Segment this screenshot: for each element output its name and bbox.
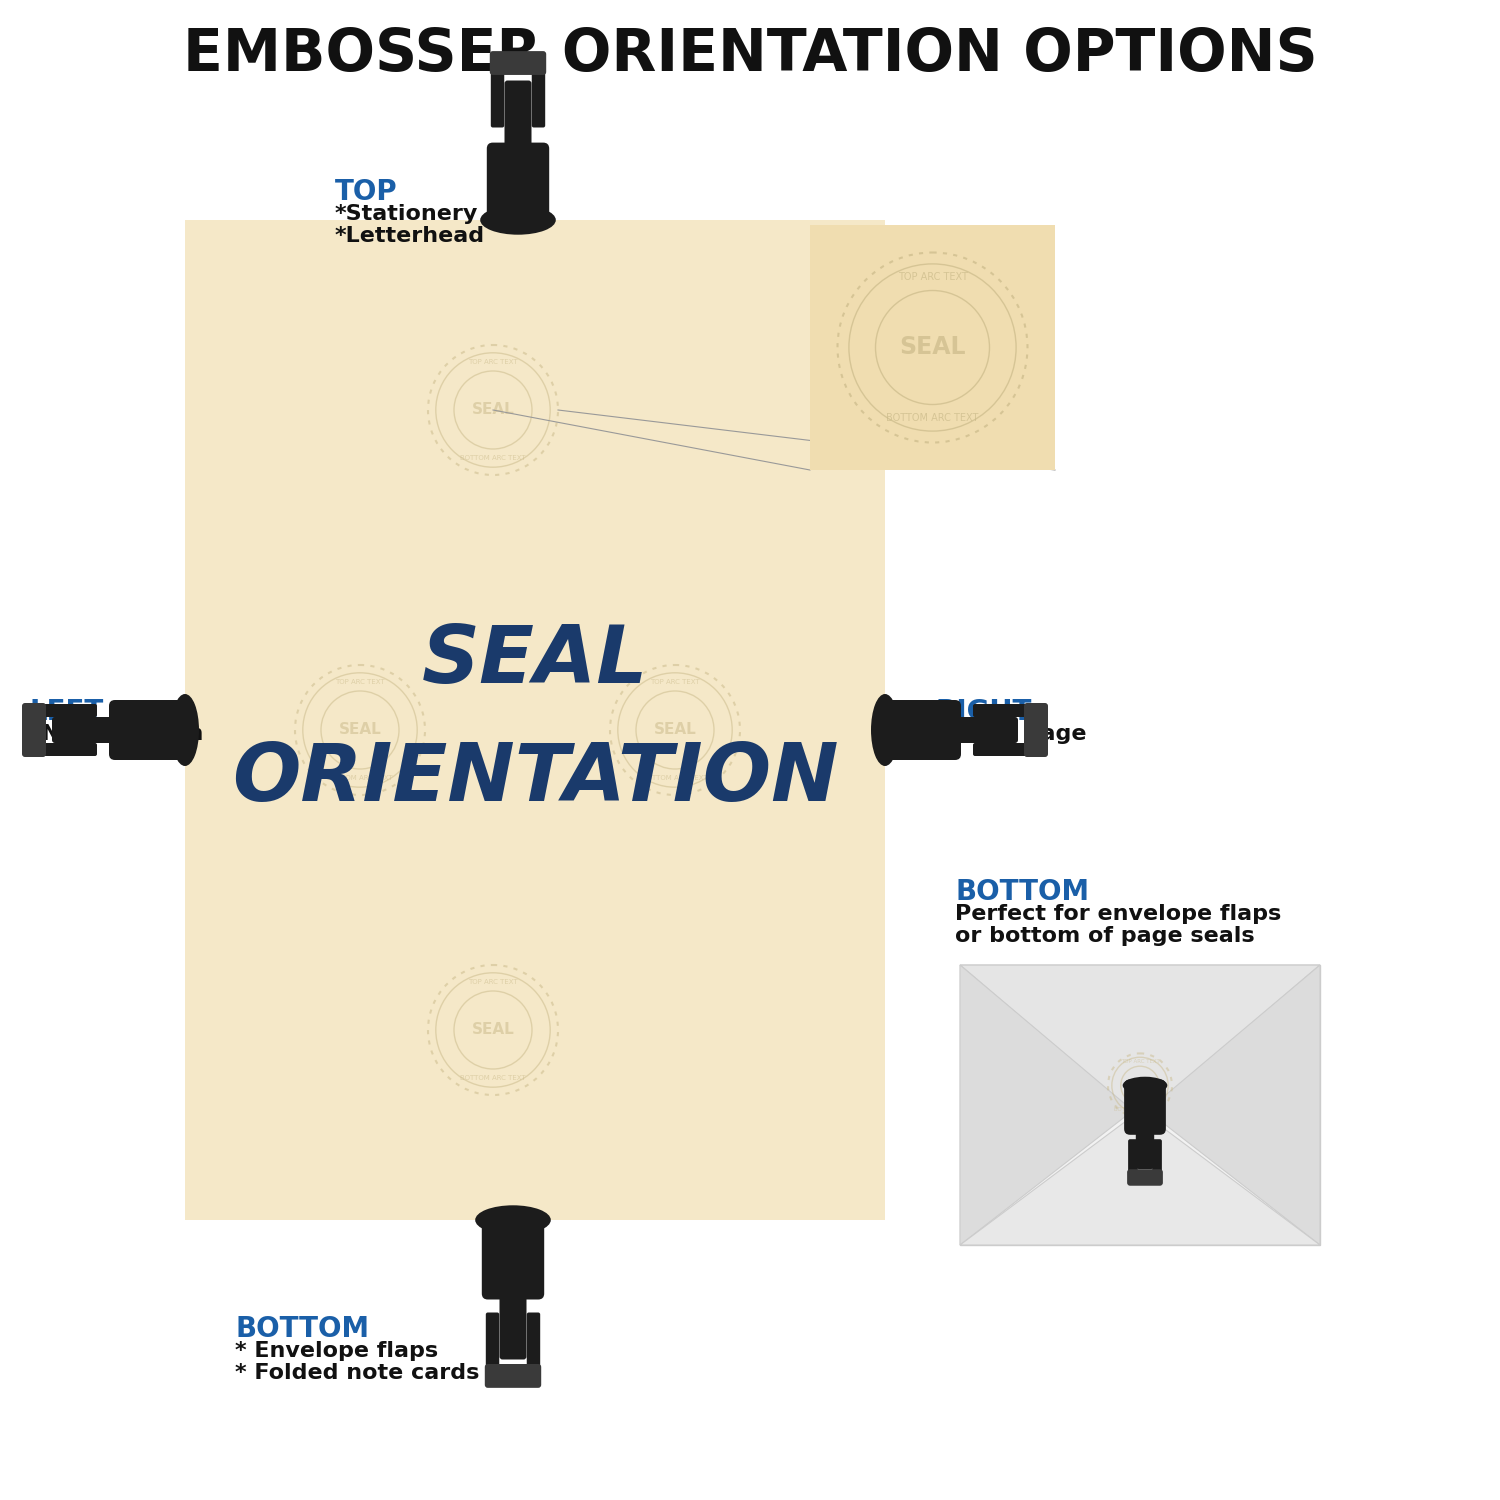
Text: BOTTOM ARC TEXT: BOTTOM ARC TEXT — [460, 1076, 526, 1082]
Ellipse shape — [476, 1206, 550, 1234]
FancyBboxPatch shape — [184, 220, 885, 1220]
FancyBboxPatch shape — [490, 51, 546, 75]
FancyBboxPatch shape — [504, 81, 531, 158]
Text: BOTTOM ARC TEXT: BOTTOM ARC TEXT — [886, 413, 978, 423]
Text: BOTTOM ARC TEXT: BOTTOM ARC TEXT — [327, 776, 393, 782]
FancyBboxPatch shape — [488, 142, 549, 228]
Text: BOTTOM: BOTTOM — [956, 878, 1089, 906]
Text: Perfect for envelope flaps: Perfect for envelope flaps — [956, 904, 1281, 924]
Text: TOP ARC TEXT: TOP ARC TEXT — [1120, 1059, 1160, 1064]
Text: *Not Common: *Not Common — [30, 724, 204, 744]
Ellipse shape — [171, 694, 200, 766]
FancyBboxPatch shape — [974, 742, 1032, 756]
Text: SEAL: SEAL — [471, 1023, 514, 1038]
FancyBboxPatch shape — [38, 742, 98, 756]
Text: *Stationery: *Stationery — [334, 204, 478, 224]
FancyBboxPatch shape — [500, 1282, 526, 1359]
Polygon shape — [1148, 964, 1320, 1245]
FancyBboxPatch shape — [490, 66, 504, 128]
Text: LEFT: LEFT — [30, 698, 104, 726]
Text: TOP ARC TEXT: TOP ARC TEXT — [334, 680, 386, 686]
Text: TOP ARC TEXT: TOP ARC TEXT — [650, 680, 700, 686]
Text: TOP ARC TEXT: TOP ARC TEXT — [468, 358, 518, 364]
FancyBboxPatch shape — [526, 1312, 540, 1374]
FancyBboxPatch shape — [38, 704, 98, 717]
Text: BOTTOM ARC TEXT: BOTTOM ARC TEXT — [460, 454, 526, 460]
FancyBboxPatch shape — [53, 717, 124, 742]
FancyBboxPatch shape — [1152, 1138, 1162, 1178]
Text: BOTTOM ARC TEXT: BOTTOM ARC TEXT — [1114, 1107, 1166, 1112]
FancyBboxPatch shape — [1124, 1080, 1166, 1136]
FancyBboxPatch shape — [1024, 704, 1048, 758]
Text: * Folded note cards: * Folded note cards — [236, 1364, 480, 1383]
FancyBboxPatch shape — [960, 964, 1320, 1245]
FancyBboxPatch shape — [484, 1364, 542, 1388]
Polygon shape — [960, 964, 1132, 1245]
Text: EMBOSSER ORIENTATION OPTIONS: EMBOSSER ORIENTATION OPTIONS — [183, 27, 1317, 84]
Text: * Book page: * Book page — [934, 724, 1086, 744]
FancyBboxPatch shape — [946, 717, 1018, 742]
Text: BOTTOM ARC TEXT: BOTTOM ARC TEXT — [642, 776, 708, 782]
Polygon shape — [960, 964, 1320, 1119]
FancyBboxPatch shape — [879, 700, 962, 760]
Polygon shape — [960, 1110, 1320, 1245]
FancyBboxPatch shape — [1126, 1168, 1162, 1185]
Text: TOP: TOP — [334, 178, 398, 206]
FancyBboxPatch shape — [110, 700, 190, 760]
Text: SEAL: SEAL — [654, 723, 696, 738]
Text: BOTTOM: BOTTOM — [236, 1316, 369, 1342]
Text: RIGHT: RIGHT — [934, 698, 1032, 726]
Text: *Letterhead: *Letterhead — [334, 226, 484, 246]
Text: SEAL: SEAL — [1126, 1080, 1154, 1090]
Text: or bottom of page seals: or bottom of page seals — [956, 926, 1254, 946]
Ellipse shape — [1122, 1077, 1167, 1094]
Text: TOP ARC TEXT: TOP ARC TEXT — [468, 980, 518, 986]
Ellipse shape — [480, 206, 556, 234]
Text: SEAL: SEAL — [471, 402, 514, 417]
FancyBboxPatch shape — [810, 225, 1054, 470]
Text: SEAL: SEAL — [422, 622, 648, 701]
FancyBboxPatch shape — [1128, 1138, 1137, 1178]
Text: * Envelope flaps: * Envelope flaps — [236, 1341, 438, 1360]
Text: SEAL: SEAL — [900, 336, 966, 360]
FancyBboxPatch shape — [22, 704, 46, 758]
FancyBboxPatch shape — [1136, 1120, 1154, 1168]
FancyBboxPatch shape — [482, 1214, 544, 1299]
Ellipse shape — [871, 694, 898, 766]
FancyBboxPatch shape — [531, 66, 544, 128]
FancyBboxPatch shape — [974, 704, 1032, 717]
Text: ORIENTATION: ORIENTATION — [231, 740, 838, 818]
Text: TOP ARC TEXT: TOP ARC TEXT — [897, 272, 968, 282]
Text: SEAL: SEAL — [339, 723, 381, 738]
FancyBboxPatch shape — [486, 1312, 500, 1374]
